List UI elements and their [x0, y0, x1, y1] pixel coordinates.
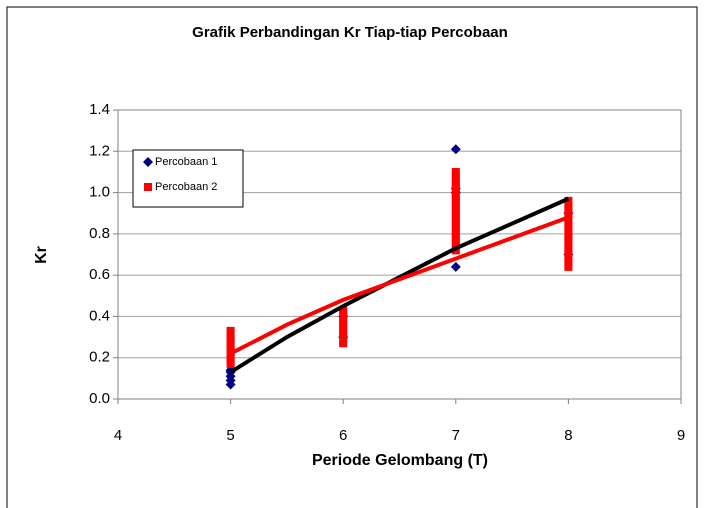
- point: [564, 225, 573, 234]
- point: [144, 183, 152, 191]
- point: [339, 306, 348, 315]
- point: [451, 192, 460, 201]
- trendline: [229, 215, 570, 356]
- point: [564, 258, 573, 267]
- point: [451, 172, 460, 181]
- legend-label: Percobaan 2: [155, 181, 217, 193]
- point: [451, 213, 460, 222]
- point: [564, 217, 573, 226]
- point: [226, 339, 235, 348]
- y-tick-label: 0.0: [89, 390, 110, 407]
- point: [451, 225, 460, 234]
- point: [564, 242, 573, 251]
- point: [451, 167, 460, 176]
- point: [451, 217, 460, 226]
- point: [564, 238, 573, 247]
- point: [339, 331, 348, 340]
- point: [451, 184, 460, 193]
- point: [339, 318, 348, 327]
- point: [451, 205, 460, 214]
- point: [143, 157, 153, 167]
- point: [564, 200, 573, 209]
- x-tick-label: 4: [114, 427, 122, 444]
- point: [564, 229, 573, 238]
- y-tick-label: 0.6: [89, 266, 110, 283]
- point: [564, 205, 573, 214]
- x-axis-label: Periode Gelombang (T): [312, 452, 488, 469]
- point: [451, 176, 460, 185]
- point: [226, 326, 235, 335]
- point: [564, 250, 573, 259]
- point: [451, 180, 460, 189]
- point: [450, 144, 461, 155]
- point: [451, 229, 460, 238]
- point: [226, 355, 235, 364]
- x-tick-label: 8: [564, 427, 572, 444]
- point: [339, 322, 348, 331]
- x-tick-label: 9: [677, 427, 685, 444]
- point: [226, 331, 235, 340]
- chart-title: Grafik Perbandingan Kr Tiap-tiap Percoba…: [192, 24, 508, 41]
- point: [451, 188, 460, 197]
- point: [564, 246, 573, 255]
- point: [226, 351, 235, 360]
- point: [339, 314, 348, 323]
- point: [451, 233, 460, 242]
- y-tick-label: 0.8: [89, 225, 110, 242]
- point: [226, 335, 235, 344]
- point: [451, 196, 460, 205]
- point: [339, 339, 348, 348]
- point: [339, 326, 348, 335]
- plot-area: [117, 109, 682, 400]
- x-tick-label: 5: [226, 427, 234, 444]
- point: [226, 343, 235, 352]
- point: [339, 335, 348, 344]
- point: [564, 221, 573, 230]
- x-tick-label: 7: [452, 427, 460, 444]
- point: [451, 200, 460, 209]
- point: [564, 233, 573, 242]
- point: [226, 359, 235, 368]
- y-tick-label: 0.2: [89, 349, 110, 366]
- y-tick-label: 1.4: [89, 101, 110, 118]
- y-tick-label: 0.4: [89, 307, 110, 324]
- y-tick-label: 1.0: [89, 184, 110, 201]
- legend-box: [132, 149, 244, 208]
- point: [564, 209, 573, 218]
- point: [451, 209, 460, 218]
- point: [339, 310, 348, 319]
- y-tick-label: 1.2: [89, 142, 110, 159]
- chart-frame: [6, 6, 698, 508]
- y-axis-label: Kr: [33, 246, 50, 264]
- legend-label: Percobaan 1: [155, 156, 217, 168]
- point: [564, 262, 573, 271]
- point: [451, 238, 460, 247]
- point: [564, 254, 573, 263]
- point: [450, 261, 461, 272]
- point: [451, 221, 460, 230]
- x-tick-label: 6: [339, 427, 347, 444]
